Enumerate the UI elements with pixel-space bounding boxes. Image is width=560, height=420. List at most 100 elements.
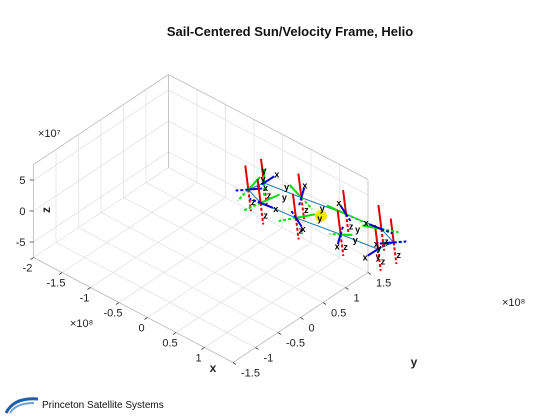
frame-z-axis-neg xyxy=(247,189,252,212)
z-tick-label: -5 xyxy=(16,237,26,249)
frame-y-axis xyxy=(295,213,316,219)
frame-z-label: z xyxy=(349,222,354,232)
frame-y-label: y xyxy=(317,213,322,223)
frame-z-axis-neg xyxy=(259,202,265,225)
frame-z-axis-neg xyxy=(339,234,345,257)
x-tick-label: 0.5 xyxy=(162,338,177,350)
frame-z-axis xyxy=(374,224,379,250)
frame-x-axis xyxy=(263,175,275,184)
axes-grid xyxy=(33,74,369,363)
x-tick xyxy=(115,302,120,305)
x-tick xyxy=(58,272,63,275)
grid-line xyxy=(168,89,369,196)
frame-y-label: y xyxy=(320,204,325,214)
x-tick xyxy=(144,317,148,320)
z-tick-label: 5 xyxy=(19,175,25,187)
frame-x-axis-neg xyxy=(235,188,249,192)
sun-marker xyxy=(315,210,327,222)
frame-triad: xyz xyxy=(254,158,279,205)
frame-triad: xyz xyxy=(320,190,364,236)
frame-triad: x y z xyxy=(243,178,287,225)
grid-line xyxy=(168,151,369,258)
frame-y-label: y xyxy=(355,225,360,235)
frame-y-axis-neg xyxy=(345,213,364,223)
frame-z-label: z xyxy=(304,205,309,215)
x-tick xyxy=(201,347,205,350)
y-tick xyxy=(367,272,372,275)
x-axis-label: x xyxy=(210,361,217,375)
princeton-logo-icon xyxy=(4,397,39,414)
frame-x-axis xyxy=(248,187,263,191)
frame-x-axis xyxy=(300,187,306,198)
y-tick xyxy=(322,302,327,305)
frame-y-axis-neg xyxy=(300,196,313,210)
axis-labels: x y z ×10⁷ ×10⁸ ×10⁸ xyxy=(38,128,525,375)
x-tick xyxy=(87,287,91,290)
frame-x-axis xyxy=(368,223,382,230)
y-tick xyxy=(277,332,282,335)
y-tick xyxy=(300,317,304,320)
y-tick xyxy=(345,287,349,290)
frame-x-axis xyxy=(339,204,347,215)
frame-x-label: x xyxy=(273,204,278,214)
grid-line xyxy=(33,151,169,243)
y-tick-label: 0 xyxy=(309,323,315,335)
footer: Princeton Satellite Systems xyxy=(4,394,164,416)
frame-z-axis xyxy=(256,178,262,204)
frame-x-axis-neg xyxy=(345,213,353,223)
y-exponent-label: ×10⁸ xyxy=(502,297,525,309)
y-tick-label: -0.5 xyxy=(286,338,305,350)
frame-z-axis-neg xyxy=(345,214,350,236)
y-tick-label: -1.5 xyxy=(241,368,260,380)
x-exponent-label: ×10⁸ xyxy=(70,318,93,330)
y-tick xyxy=(232,362,237,365)
frame-x-label: x xyxy=(301,224,306,234)
frame-y-axis xyxy=(326,204,347,216)
x-tick-label: 1 xyxy=(195,353,201,365)
frame-z-axis-neg xyxy=(263,182,268,205)
frame-triad: xyz xyxy=(374,218,407,265)
frame-y-label: y xyxy=(353,235,358,245)
frame-x-label: x xyxy=(335,241,340,251)
x-tick-label: -1.5 xyxy=(47,278,66,290)
grid-line xyxy=(168,167,369,273)
grid-line xyxy=(55,242,256,348)
grid-line xyxy=(78,227,279,333)
y-tick-label: -1 xyxy=(264,353,274,365)
frame-y-axis xyxy=(288,184,303,199)
chart-title: Sail-Centered Sun/Velocity Frame, Helio xyxy=(167,24,413,39)
frame-x-label: x xyxy=(374,239,379,249)
frame-z-label: z xyxy=(267,190,272,200)
frame-z-axis-neg xyxy=(392,242,398,265)
x-tick-label: -1 xyxy=(80,293,90,305)
frame-y-label: y xyxy=(284,182,289,192)
frame-z-axis xyxy=(297,173,303,198)
frame-x-axis-neg xyxy=(289,209,297,219)
frame-x-label: x xyxy=(336,198,341,208)
frame-x-axis xyxy=(295,217,303,228)
x-tick xyxy=(30,257,34,260)
frame-y-label: y xyxy=(260,174,265,184)
frame-z-label: z xyxy=(384,237,389,247)
frame-y-label: y xyxy=(377,243,382,253)
frame-x-axis-neg xyxy=(339,225,345,235)
frame-x-axis-neg xyxy=(249,197,261,204)
grid-line xyxy=(33,89,169,181)
frame-z-axis xyxy=(377,204,383,230)
frame-z-label: z xyxy=(263,210,268,220)
axis-edge xyxy=(33,257,234,363)
frame-x-axis xyxy=(367,248,379,257)
grid-line xyxy=(145,182,346,288)
frame-z-label: z xyxy=(299,225,304,235)
frame-z-label: z xyxy=(381,257,386,267)
y-tick-label: 1.5 xyxy=(376,278,391,290)
frame-y-axis-neg xyxy=(243,202,261,212)
frame-x-label: x xyxy=(302,181,307,191)
frame-triad: x y z xyxy=(284,173,313,220)
frame-z-label: z xyxy=(251,197,256,207)
axis-edge xyxy=(168,74,369,180)
frame-z-label: z xyxy=(343,242,348,252)
frame-x-axis-neg xyxy=(381,228,393,235)
z-exponent-label: ×10⁷ xyxy=(38,128,61,140)
